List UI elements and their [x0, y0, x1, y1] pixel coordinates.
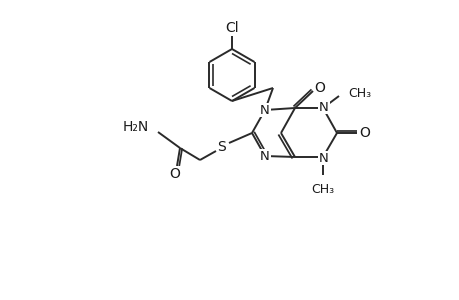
Text: H₂N: H₂N [123, 120, 149, 134]
Text: CH₃: CH₃ [311, 183, 334, 196]
Text: S: S [217, 140, 226, 154]
Text: O: O [169, 167, 180, 181]
Text: N: N [319, 152, 328, 164]
Text: Cl: Cl [225, 21, 238, 35]
Text: N: N [319, 100, 328, 113]
Text: N: N [259, 149, 269, 163]
Text: N: N [259, 103, 269, 116]
Text: CH₃: CH₃ [347, 86, 370, 100]
Text: O: O [359, 126, 369, 140]
Text: O: O [314, 81, 325, 95]
